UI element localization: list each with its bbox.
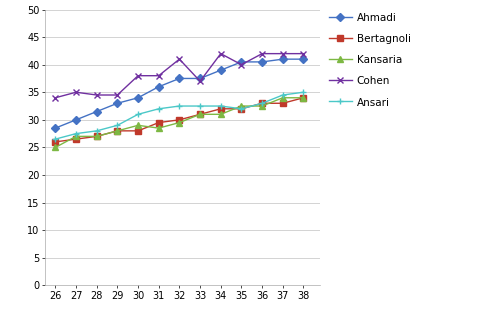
Ahmadi — [197, 76, 203, 80]
Cohen — [94, 93, 100, 97]
Ansari — [52, 137, 59, 141]
Bertagnoli — [73, 137, 79, 141]
Kansaria — [94, 134, 100, 138]
Kansaria — [156, 126, 162, 130]
Kansaria — [176, 121, 182, 125]
Cohen — [197, 79, 203, 83]
Kansaria — [114, 129, 120, 133]
Bertagnoli — [94, 134, 100, 138]
Ansari — [280, 93, 286, 97]
Bertagnoli — [156, 121, 162, 125]
Cohen — [73, 90, 79, 94]
Cohen — [259, 52, 265, 55]
Kansaria — [238, 104, 244, 108]
Ahmadi — [156, 85, 162, 89]
Line: Bertagnoli: Bertagnoli — [52, 95, 306, 145]
Bertagnoli — [135, 129, 141, 133]
Ansari — [197, 104, 203, 108]
Kansaria — [52, 146, 59, 149]
Ahmadi — [238, 60, 244, 64]
Cohen — [218, 52, 224, 55]
Bertagnoli — [300, 96, 306, 100]
Ansari — [238, 107, 244, 111]
Cohen — [135, 74, 141, 78]
Ahmadi — [52, 126, 59, 130]
Line: Kansaria: Kansaria — [52, 95, 306, 150]
Line: Cohen: Cohen — [52, 50, 307, 101]
Ansari — [259, 101, 265, 105]
Legend: Ahmadi, Bertagnoli, Kansaria, Cohen, Ansari: Ahmadi, Bertagnoli, Kansaria, Cohen, Ans… — [326, 10, 414, 111]
Line: Ahmadi: Ahmadi — [52, 56, 306, 131]
Bertagnoli — [52, 140, 59, 144]
Ahmadi — [94, 110, 100, 113]
Cohen — [114, 93, 120, 97]
Cohen — [176, 57, 182, 61]
Kansaria — [259, 104, 265, 108]
Bertagnoli — [197, 113, 203, 116]
Bertagnoli — [280, 101, 286, 105]
Ahmadi — [135, 96, 141, 100]
Kansaria — [300, 96, 306, 100]
Ansari — [114, 123, 120, 127]
Kansaria — [218, 113, 224, 116]
Bertagnoli — [238, 107, 244, 111]
Bertagnoli — [218, 107, 224, 111]
Ansari — [94, 129, 100, 133]
Ansari — [73, 132, 79, 136]
Kansaria — [73, 134, 79, 138]
Bertagnoli — [176, 118, 182, 122]
Ahmadi — [176, 76, 182, 80]
Ahmadi — [280, 57, 286, 61]
Ansari — [218, 104, 224, 108]
Ahmadi — [300, 57, 306, 61]
Kansaria — [197, 113, 203, 116]
Kansaria — [280, 96, 286, 100]
Cohen — [52, 96, 59, 100]
Cohen — [156, 74, 162, 78]
Ansari — [156, 107, 162, 111]
Ansari — [300, 90, 306, 94]
Cohen — [238, 63, 244, 67]
Bertagnoli — [114, 129, 120, 133]
Cohen — [300, 52, 306, 55]
Ansari — [176, 104, 182, 108]
Ahmadi — [259, 60, 265, 64]
Ahmadi — [218, 68, 224, 72]
Bertagnoli — [259, 101, 265, 105]
Cohen — [280, 52, 286, 55]
Ahmadi — [114, 101, 120, 105]
Ahmadi — [73, 118, 79, 122]
Kansaria — [135, 123, 141, 127]
Ansari — [135, 113, 141, 116]
Line: Ansari: Ansari — [52, 89, 307, 143]
